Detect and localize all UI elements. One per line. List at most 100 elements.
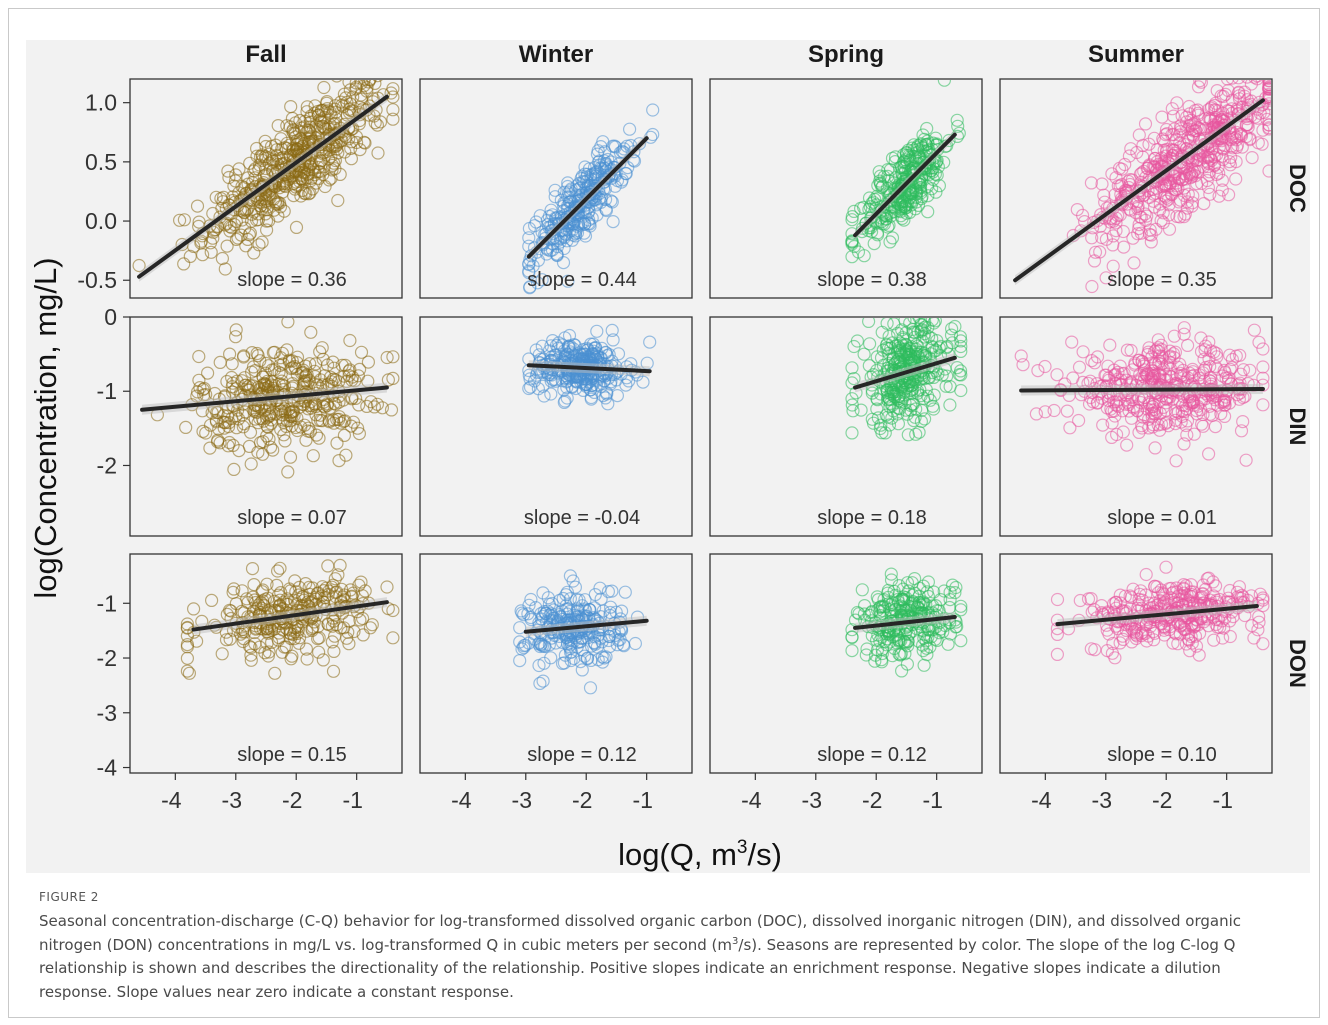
data-point [562,224,577,238]
data-point [941,637,955,651]
data-point [1196,419,1210,433]
data-point [604,375,618,389]
data-point [380,350,394,365]
data-point [1225,102,1239,116]
data-point [283,450,298,464]
data-point [353,362,367,376]
data-point [1252,609,1266,624]
data-point [1095,177,1109,191]
data-point [216,195,230,209]
data-point [544,651,558,665]
data-point [563,569,578,583]
data-point [845,630,859,644]
data-point [1203,344,1218,358]
data-point [1239,118,1253,132]
x-tick-label: -3 [512,787,532,813]
scatter-points [1014,321,1270,468]
data-point [1212,189,1226,203]
data-point [1247,323,1262,337]
data-point [1082,397,1097,411]
data-point [921,589,936,604]
data-point [199,426,213,440]
data-point [953,330,968,344]
data-point [845,361,859,375]
slope-label: slope = 0.44 [527,269,637,291]
data-point [313,345,327,359]
data-point [943,585,957,599]
data-point [1216,369,1230,383]
data-point [311,160,325,175]
data-point [917,412,932,426]
data-point [1106,238,1120,252]
data-point [1171,637,1185,651]
data-point [1111,365,1125,379]
data-point [1148,579,1162,594]
data-point [260,636,274,650]
data-point [261,649,275,663]
data-point [583,681,598,695]
data-point [266,443,280,457]
data-point [267,363,282,377]
data-point [243,156,257,170]
data-point [1132,222,1146,236]
data-point [877,170,891,184]
data-point [1124,590,1139,605]
x-tick-label: -1 [632,787,652,813]
data-point [284,652,298,666]
data-point [597,651,611,665]
data-point [225,357,239,371]
data-point [954,599,968,613]
data-point [334,621,348,635]
data-point [1252,615,1266,629]
data-point [1232,580,1247,594]
data-point [281,465,295,479]
data-point [527,219,542,233]
data-point [875,599,890,613]
slope-label: slope = 0.15 [237,744,347,766]
data-point [950,361,964,375]
data-point [1119,623,1133,638]
data-point [368,116,382,130]
data-point [217,421,231,435]
data-point [346,415,361,429]
data-point [1090,350,1105,364]
data-point [1205,408,1219,423]
data-point [1128,356,1142,370]
data-point [328,572,342,586]
scatter-points [522,323,657,411]
data-point [302,132,316,146]
data-point [1146,418,1161,432]
data-point [312,645,326,659]
data-point [337,369,351,383]
data-point [370,118,384,132]
data-point [1047,403,1061,418]
data-point [902,627,916,641]
data-point [883,235,897,249]
data-point [356,57,368,69]
data-point [1159,560,1173,574]
data-point [1214,407,1228,421]
data-point [227,462,241,476]
data-point [1195,587,1209,601]
data-point [916,643,930,658]
data-point [274,132,288,146]
data-point [246,360,261,374]
data-point [948,319,962,334]
data-point [1248,80,1261,84]
data-point [1132,353,1146,367]
scatter-points [132,57,400,282]
data-point [1179,637,1194,651]
data-point [259,356,273,370]
data-point [292,580,306,595]
data-point [1201,180,1216,195]
data-point [352,427,366,441]
data-point [1153,197,1167,211]
data-point [235,408,250,422]
data-point [914,389,928,403]
data-point [892,389,906,404]
data-point [1175,409,1190,423]
data-point [275,378,289,392]
data-point [1181,131,1195,145]
data-point [1180,195,1194,209]
data-point [928,318,942,328]
